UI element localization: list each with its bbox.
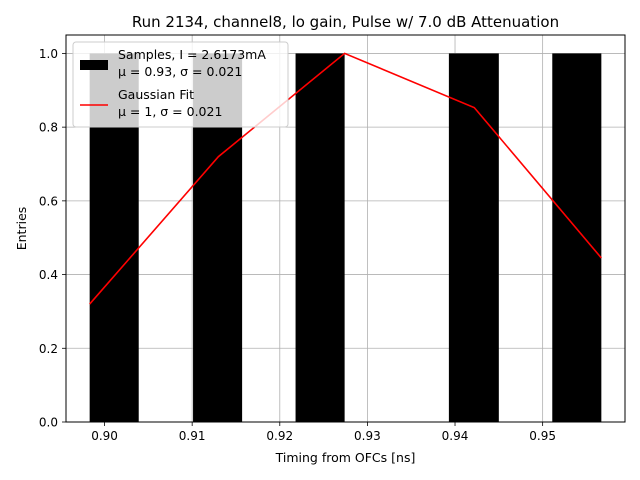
y-tick-label: 0.0	[39, 416, 58, 430]
y-tick-label: 0.6	[39, 194, 58, 208]
y-tick-label: 0.2	[39, 342, 58, 356]
legend-box	[72, 41, 289, 128]
legend-histogram-stats: μ = 0.93, σ = 0.021	[118, 64, 242, 79]
y-tick-label: 0.4	[39, 268, 58, 282]
fit-curve	[89, 52, 602, 305]
x-tick-label: 0.90	[91, 429, 118, 443]
fit-curve-group	[89, 52, 602, 305]
x-tick-label: 0.95	[529, 429, 556, 443]
legend-fit-label: Gaussian Fit	[118, 87, 194, 102]
x-axis-ticks: 0.90 0.91 0.92 0.93 0.94 0.95	[91, 422, 556, 443]
legend: Samples, I = 2.6173mA μ = 0.93, σ = 0.02…	[72, 41, 289, 128]
plot-frame	[65, 34, 626, 423]
x-tick-label: 0.93	[354, 429, 381, 443]
histogram-bar	[295, 53, 345, 423]
x-tick-label: 0.94	[442, 429, 469, 443]
legend-fit-stats: μ = 1, σ = 0.021	[118, 104, 222, 119]
y-tick-label: 0.8	[39, 121, 58, 135]
x-tick-label: 0.91	[179, 429, 206, 443]
histogram-bar	[552, 53, 602, 423]
x-axis-label: Timing from OFCs [ns]	[275, 450, 416, 465]
x-tick-label: 0.92	[266, 429, 293, 443]
legend-histogram-label: Samples, I = 2.6173mA	[118, 47, 266, 62]
y-axis-ticks: 0.0 0.2 0.4 0.6 0.8 1.0	[39, 47, 66, 430]
y-axis-label: Entries	[14, 207, 29, 251]
histogram-bar	[448, 53, 499, 423]
legend-histogram-swatch	[80, 60, 108, 70]
y-tick-label: 1.0	[39, 47, 58, 61]
chart-title: Run 2134, channel8, lo gain, Pulse w/ 7.…	[132, 13, 559, 31]
